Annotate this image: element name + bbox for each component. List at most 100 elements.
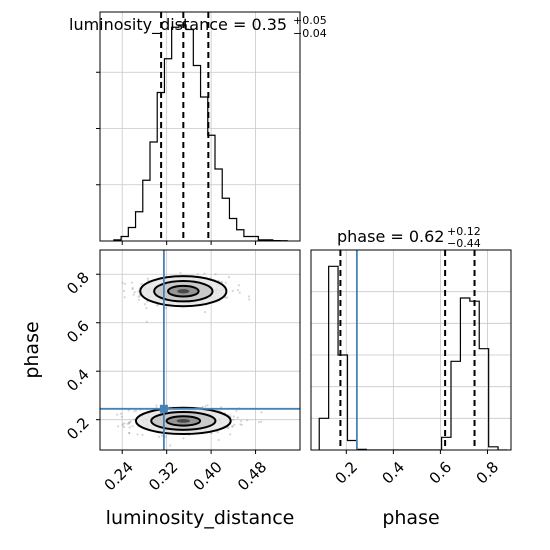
density-2d-contour-0-0 [139,275,228,308]
density-2d-ytick-label-2: 0.6 [63,317,93,347]
density-2d-sample-0-337 [138,298,141,301]
density-2d-sample-1-88 [232,418,235,421]
hist-phase-title-main: phase = 0.62 [337,227,444,246]
density-2d-sample-1-6 [123,422,126,425]
density-2d-sample-1-214 [117,425,120,428]
density-2d-sample-0-244 [140,282,143,286]
density-2d-sample-1-368 [206,404,209,407]
density-2d-sample-1-205 [227,426,230,429]
density-2d-sample-1-326 [231,425,234,428]
density-2d-sample-0-192 [220,280,223,284]
hist-luminosity-distance-title-main: luminosity_distance = 0.35 [69,15,287,35]
hist-luminosity-distance-yticks [96,71,100,186]
hist-phase-grid [311,250,511,450]
density-2d-sample-0-386 [179,271,182,274]
xlabel-luminosity-distance: luminosity_distance [106,507,295,529]
density-2d-sample-0-97 [87,287,89,289]
density-2d-sample-1-367 [240,423,243,427]
density-2d-contour-0-1 [153,280,214,303]
ylabel-phase: phase [21,321,43,378]
hist-luminosity-distance-grid [100,12,300,241]
hist-luminosity-distance-title: luminosity_distance = 0.35 [69,15,287,35]
density-2d-sample-1-235 [133,410,136,413]
density-2d-sample-0-333 [132,293,135,296]
density-2d-contours [134,275,232,436]
density-2d-sample-0-240 [123,296,126,299]
density-2d-sample-0-146 [131,287,134,291]
density-2d-sample-1-146 [128,431,131,434]
density-2d-sample-1-99 [128,426,131,429]
density-2d-sample-1-223 [120,415,123,418]
density-2d-sample-0-298 [231,289,234,293]
density-2d-sample-0-375 [137,295,140,298]
density-2d-sample-0-347 [227,276,231,279]
density-2d-sample-1-123 [260,411,263,414]
density-2d-sample-1-112 [135,409,138,412]
density-2d-ytick-label-3: 0.8 [63,268,93,298]
density-2d-sample-0-289 [122,289,125,292]
density-2d-sample-0-251 [224,281,227,284]
density-2d-frame [99,249,301,451]
density-2d-xtick-label-1: 0.32 [145,458,181,494]
density-2d-sample-1-247 [246,419,249,422]
density-2d-sample-0-363 [143,303,146,306]
density-2d-sample-1-323 [136,433,139,436]
density-2d-sample-1-352 [164,435,167,438]
density-2d-sample-0-248 [130,281,133,284]
density-2d-sample-1-227 [127,409,130,412]
density-2d-sample-1-244 [133,418,136,421]
density-2d-sample-1-206 [169,444,172,447]
hist-phase-steps [318,265,508,450]
hist-phase-xticks: 0.2 0.4 0.6 0.8 [331,450,502,488]
density-2d-sample-1-207 [239,423,242,426]
hist-phase-xtick-label-2: 0.6 [426,458,456,488]
density-2d-xtick-label-3: 0.48 [234,458,270,494]
density-2d-sample-0-231 [196,273,199,276]
density-2d-sample-1-361 [204,405,207,408]
xlabel-phase: phase [382,507,439,529]
density-2d-sample-0-214 [138,294,141,297]
density-2d-sample-1-23 [229,433,232,436]
density-2d-sample-0-115 [236,289,240,292]
density-2d-sample-1-269 [217,438,220,442]
density-2d-sample-1-253 [235,409,238,412]
density-2d-sample-0-279 [133,291,136,294]
density-2d-truth-marker [159,404,168,413]
density-2d-sample-1-1 [127,422,131,425]
density-2d-sample-1-132 [236,416,239,419]
density-2d-panel: 0.24 0.32 0.40 0.48 0.2 0.4 0.6 0.8 [63,250,300,494]
density-2d-sample-1-252 [131,425,134,428]
density-2d-sample-0-221 [203,272,206,275]
density-2d-sample-0-254 [238,291,241,294]
panel-frames [99,11,512,451]
density-2d-sample-1-129 [231,425,234,428]
density-2d-sample-1-17 [157,435,161,438]
density-2d-sample-1-90 [182,437,185,440]
density-2d-contour-0-2 [167,284,200,298]
density-2d-sample-0-332 [156,304,159,307]
density-2d-sample-0-349 [237,284,240,287]
density-2d-sample-0-382 [203,311,207,314]
density-2d-sample-1-179 [260,420,263,423]
density-2d-sample-1-219 [257,421,261,424]
hist-phase-step-line [318,265,508,450]
density-2d-sample-0-305 [164,307,167,310]
density-2d-sample-1-342 [121,422,124,425]
density-2d-contour-1-1 [150,411,217,431]
density-2d-yticks: 0.2 0.4 0.6 0.8 [63,268,100,443]
density-2d-sample-1-148 [216,431,219,434]
density-2d-sample-0-284 [131,286,134,289]
density-2d-xticks: 0.24 0.32 0.40 0.48 [101,450,270,494]
hist-phase-frame [310,249,512,451]
density-2d-sample-0-215 [145,307,148,310]
hist-luminosity-distance-quantiles [160,12,210,241]
density-2d-ytick-label-1: 0.4 [63,365,93,395]
density-2d-xtick-label-2: 0.40 [190,458,226,494]
density-2d-level-1-3 [176,419,191,423]
density-2d-sample-1-8 [128,421,131,424]
density-2d-sample-1-29 [121,424,124,427]
density-2d-sample-1-109 [226,426,229,430]
density-2d-truth-lines [100,250,300,450]
hist-luminosity-distance-panel: luminosity_distance = 0.35 +0.05 −0.04 [69,12,327,245]
hist-phase-xtick-label-3: 0.8 [473,458,503,488]
